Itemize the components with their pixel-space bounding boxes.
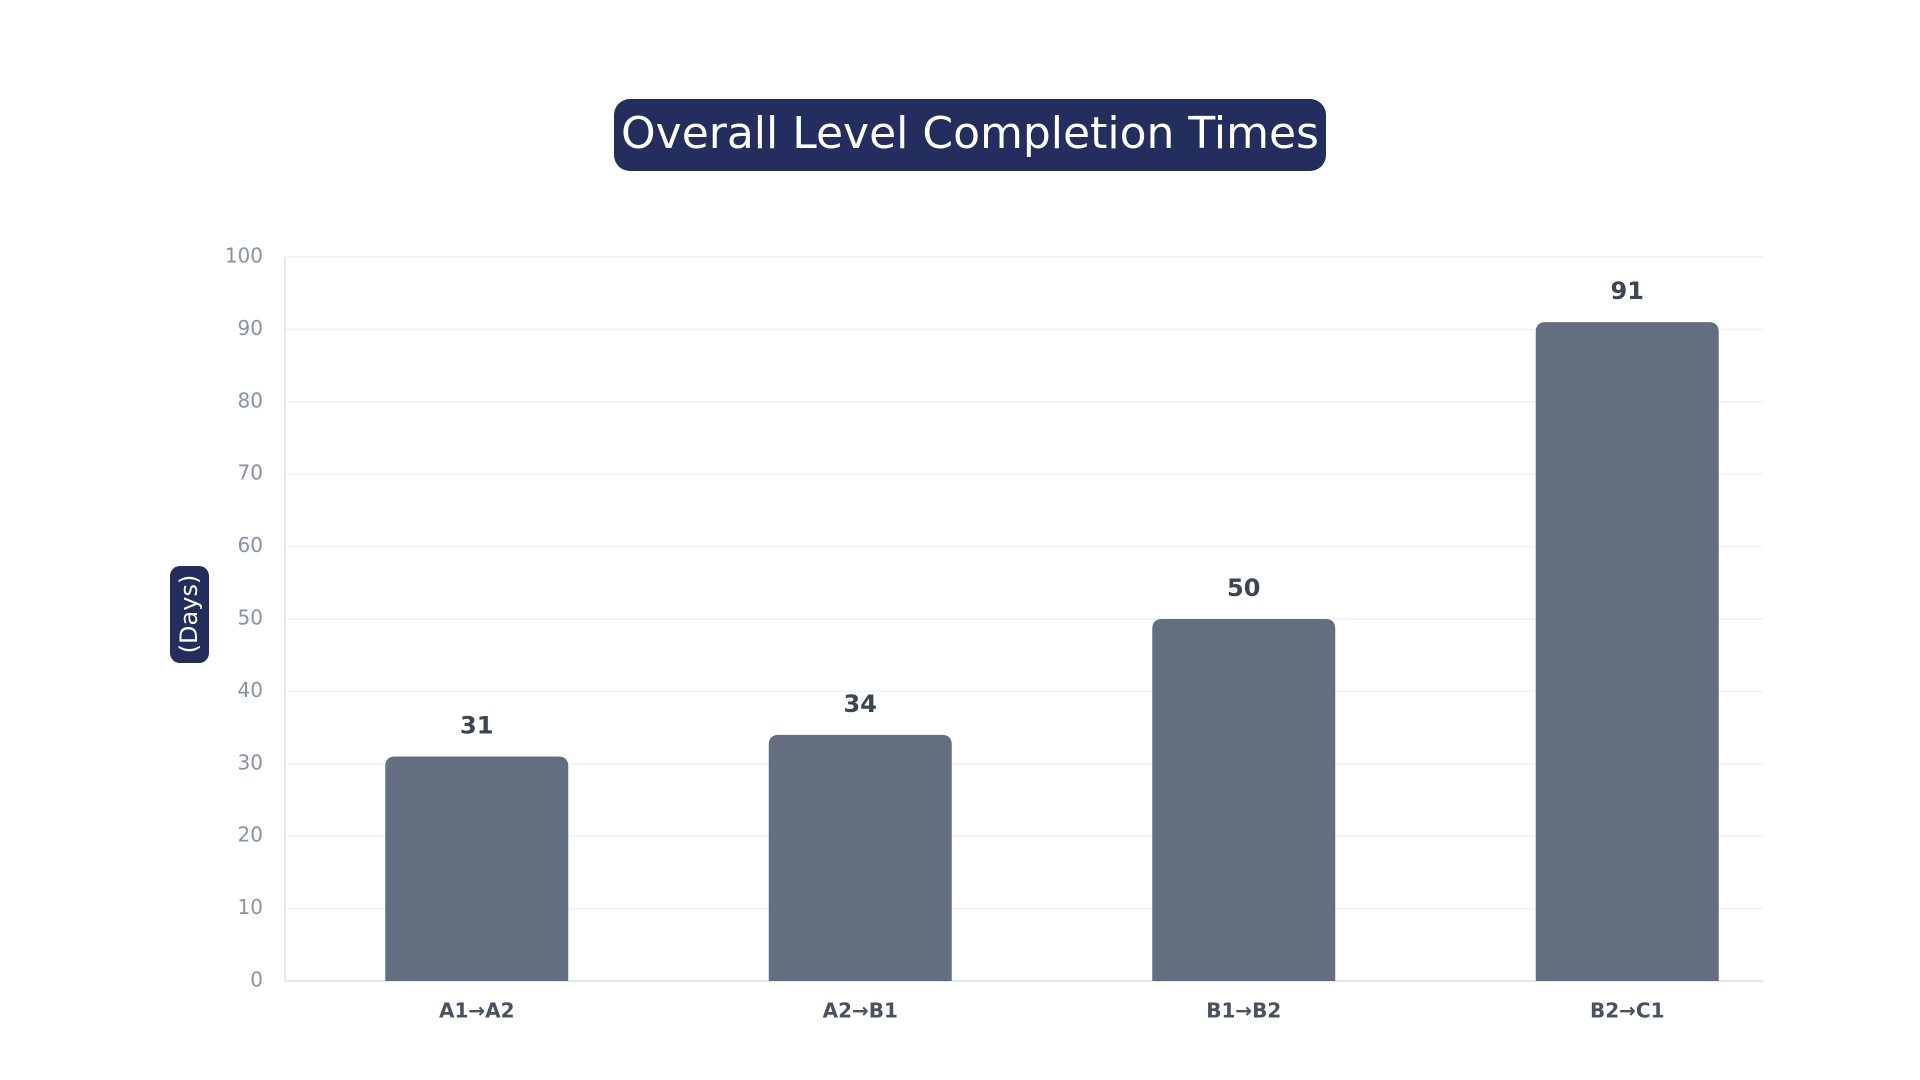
- y-tick-label: 10: [238, 895, 263, 919]
- value-label: 31: [460, 712, 493, 740]
- y-tick-label: 80: [238, 388, 263, 412]
- chart-title: Overall Level Completion Times: [621, 108, 1319, 159]
- y-tick-label: 100: [225, 244, 263, 268]
- bar: [1152, 619, 1336, 981]
- value-label: 50: [1227, 574, 1260, 602]
- bar: [768, 734, 952, 981]
- y-tick-label: 60: [238, 533, 263, 557]
- y-tick-label: 20: [238, 823, 263, 847]
- bar: [1535, 322, 1719, 981]
- y-axis-label: (Days): [175, 575, 203, 654]
- x-tick-label: A1→A2: [439, 999, 515, 1023]
- y-tick-label: 90: [238, 316, 263, 340]
- title-box: [614, 99, 1326, 171]
- y-label-box: [170, 566, 209, 663]
- y-tick-label: 70: [238, 461, 263, 485]
- value-label: 91: [1611, 277, 1644, 305]
- value-label: 34: [844, 690, 877, 718]
- y-tick-label: 30: [238, 750, 263, 774]
- x-tick-label: B2→C1: [1590, 999, 1665, 1023]
- y-tick-label: 0: [250, 968, 263, 992]
- bar: [385, 756, 569, 981]
- y-tick-label: 40: [238, 678, 263, 702]
- x-tick-label: B1→B2: [1206, 999, 1281, 1023]
- y-tick-label: 50: [238, 606, 263, 630]
- x-tick-label: A2→B1: [823, 999, 898, 1023]
